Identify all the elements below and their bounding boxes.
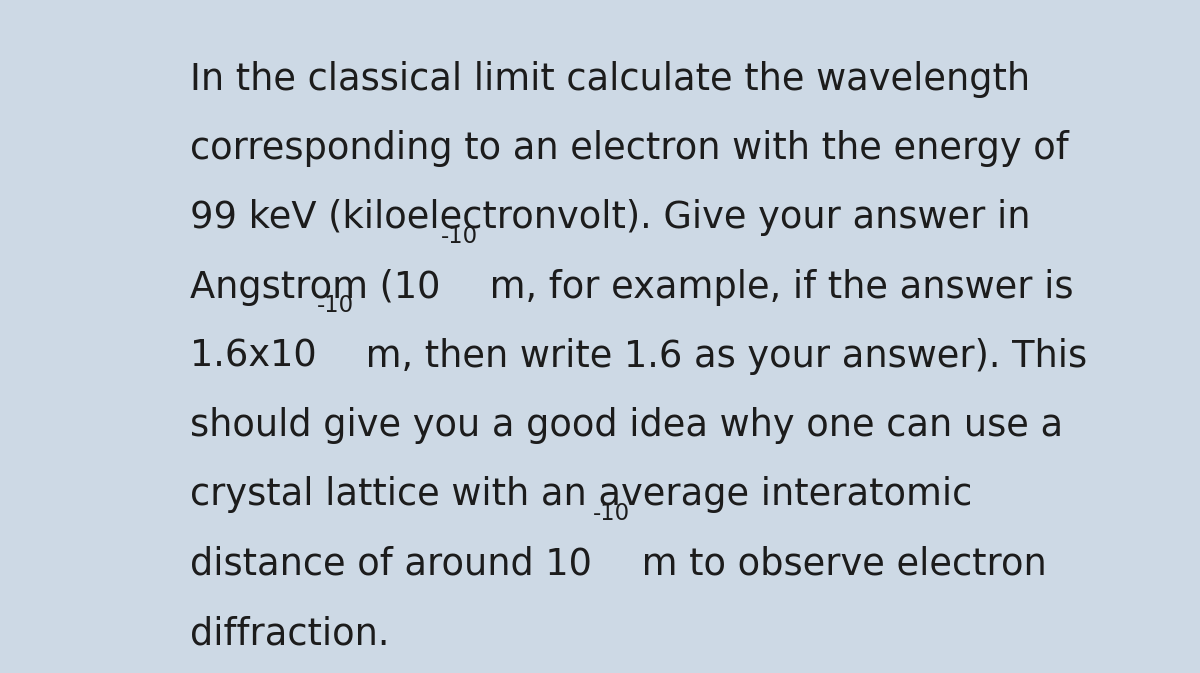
Text: crystal lattice with an average interatomic: crystal lattice with an average interato…: [191, 476, 973, 513]
Text: -10: -10: [593, 502, 630, 525]
Text: 1.6x10: 1.6x10: [191, 338, 317, 375]
Text: m, then write 1.6 as your answer). This: m, then write 1.6 as your answer). This: [354, 338, 1087, 375]
Text: m, for example, if the answer is: m, for example, if the answer is: [478, 269, 1074, 306]
Text: 99 keV (kiloelectronvolt). Give your answer in: 99 keV (kiloelectronvolt). Give your ans…: [191, 199, 1031, 236]
Text: -10: -10: [440, 225, 478, 248]
Text: In the classical limit calculate the wavelength: In the classical limit calculate the wav…: [191, 61, 1031, 98]
Text: distance of around 10: distance of around 10: [191, 546, 593, 583]
Text: should give you a good idea why one can use a: should give you a good idea why one can …: [191, 407, 1063, 444]
Text: Angstrom (10: Angstrom (10: [191, 269, 440, 306]
Text: corresponding to an electron with the energy of: corresponding to an electron with the en…: [191, 130, 1069, 167]
Text: -10: -10: [317, 294, 354, 317]
Text: m to observe electron: m to observe electron: [630, 546, 1046, 583]
Text: diffraction.: diffraction.: [191, 615, 390, 652]
